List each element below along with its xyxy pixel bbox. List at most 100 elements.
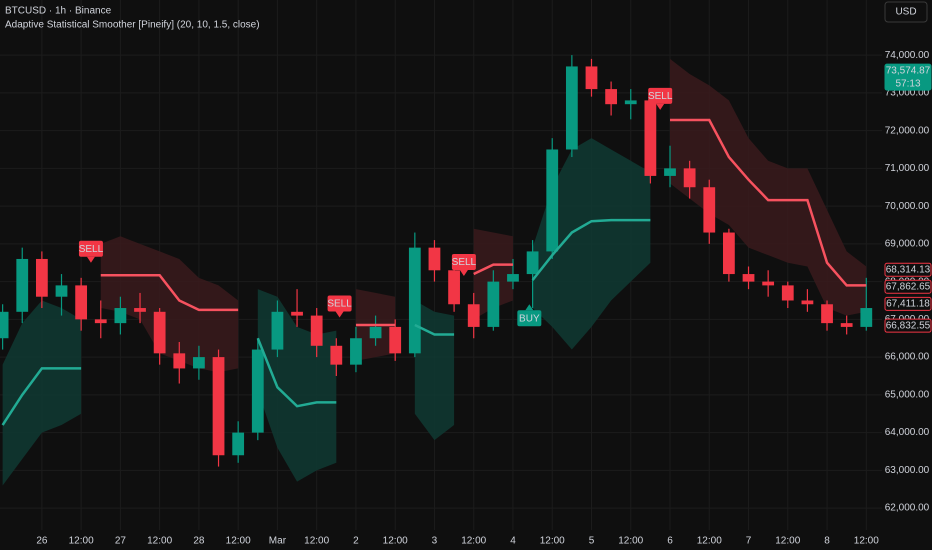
x-tick-label: 12:00 xyxy=(775,536,800,547)
candle-body xyxy=(153,311,166,354)
candle-body xyxy=(467,304,480,327)
candle-body xyxy=(683,168,696,188)
candle-body xyxy=(644,100,657,176)
candle-body xyxy=(703,187,716,233)
x-tick-label: 12:00 xyxy=(854,536,879,547)
candle-body xyxy=(723,232,735,275)
candle-body xyxy=(16,258,29,312)
signal-box xyxy=(517,310,542,327)
candle-body xyxy=(173,353,186,369)
x-tick-label: 12:00 xyxy=(69,536,94,547)
y-tick-label: 65,000.00 xyxy=(885,389,930,400)
x-tick-label: 2 xyxy=(353,536,359,547)
x-tick-label: 12:00 xyxy=(618,536,643,547)
x-tick-label: 28 xyxy=(193,536,205,547)
x-tick-label: 4 xyxy=(510,536,516,547)
price-label: 67,862.65 xyxy=(886,281,931,292)
candle-body xyxy=(448,270,460,305)
signal-pointer xyxy=(656,103,665,110)
signal-pointer xyxy=(86,256,95,263)
candle-body xyxy=(840,323,853,327)
candle-body xyxy=(232,432,245,456)
price-label: 73,574.87 xyxy=(886,65,931,76)
x-tick-label: 3 xyxy=(432,536,438,547)
x-tick-label: 12:00 xyxy=(147,536,172,547)
signal-pointer xyxy=(459,269,468,276)
signal-label: SELL xyxy=(452,257,477,268)
candle-body xyxy=(350,338,362,365)
x-tick-label: 27 xyxy=(115,536,127,547)
price-label-box xyxy=(884,296,932,311)
candle-body xyxy=(408,247,421,354)
price-label-box xyxy=(884,318,932,333)
candle-body xyxy=(212,357,225,456)
x-tick-label: Mar xyxy=(269,536,287,547)
price-label: 68,314.13 xyxy=(886,264,931,275)
signal-label: SELL xyxy=(648,91,673,102)
candle-body xyxy=(193,357,205,369)
y-tick-label: 63,000.00 xyxy=(885,465,930,476)
signal-box xyxy=(78,240,103,257)
band-area xyxy=(100,236,239,373)
candle-body xyxy=(507,274,519,282)
candle-body xyxy=(565,66,578,150)
price-label-box xyxy=(884,262,932,277)
candle-body xyxy=(624,100,637,105)
x-tick-label: 7 xyxy=(746,536,752,547)
candle-body xyxy=(821,304,833,324)
candle-body xyxy=(310,315,323,346)
candle-body xyxy=(860,308,873,327)
candle-body xyxy=(389,326,402,354)
y-tick-label: 72,000.00 xyxy=(885,125,930,136)
candle-body xyxy=(428,247,441,271)
candle-body xyxy=(114,308,127,324)
candle-body xyxy=(330,345,343,365)
candle-body xyxy=(291,311,303,316)
price-label-countdown: 57:13 xyxy=(895,78,920,89)
x-tick-label: 6 xyxy=(667,536,673,547)
candle-body xyxy=(762,281,775,286)
candle-body xyxy=(271,311,284,350)
signal-label: BUY xyxy=(519,313,540,324)
candle-body xyxy=(134,308,146,312)
y-tick-label: 62,000.00 xyxy=(885,503,930,514)
x-tick-label: 26 xyxy=(36,536,48,547)
price-label-box xyxy=(884,279,932,294)
candle-body xyxy=(742,274,755,282)
signal-pointer xyxy=(335,311,344,318)
candle-body xyxy=(0,311,9,339)
currency-label: USD xyxy=(895,7,916,18)
candle-body xyxy=(585,66,598,90)
x-tick-label: 8 xyxy=(824,536,830,547)
x-tick-label: 12:00 xyxy=(697,536,722,547)
y-tick-label: 69,000.00 xyxy=(885,239,930,250)
candle-body xyxy=(605,89,618,105)
y-tick-label: 74,000.00 xyxy=(885,50,930,61)
signal-box xyxy=(451,253,476,270)
smoother-line xyxy=(1,218,651,426)
price-label-box xyxy=(884,63,932,91)
x-tick-label: 12:00 xyxy=(304,536,329,547)
candle-body xyxy=(526,251,539,275)
signal-label: SELL xyxy=(327,299,352,310)
band-area xyxy=(532,138,651,350)
candle-body xyxy=(487,281,500,327)
price-label: 67,411.18 xyxy=(886,298,930,309)
candle-body xyxy=(251,349,264,433)
y-tick-label: 64,000.00 xyxy=(885,427,930,438)
candle-body xyxy=(781,285,794,301)
y-tick-label: 66,000.00 xyxy=(885,352,930,363)
candle-body xyxy=(664,168,676,176)
candle-body xyxy=(369,326,382,339)
y-tick-label: 70,000.00 xyxy=(885,201,930,212)
x-tick-label: 12:00 xyxy=(540,536,565,547)
currency-button[interactable] xyxy=(884,1,928,23)
y-tick-label: 73,000.00 xyxy=(885,88,930,99)
signal-box xyxy=(327,295,352,312)
symbol-title: BTCUSD · 1h · Binance xyxy=(5,6,112,17)
indicator-title: Adaptive Statistical Smoother [Pineify] … xyxy=(5,20,260,31)
time-axis xyxy=(0,530,882,550)
signal-pointer xyxy=(525,304,534,311)
